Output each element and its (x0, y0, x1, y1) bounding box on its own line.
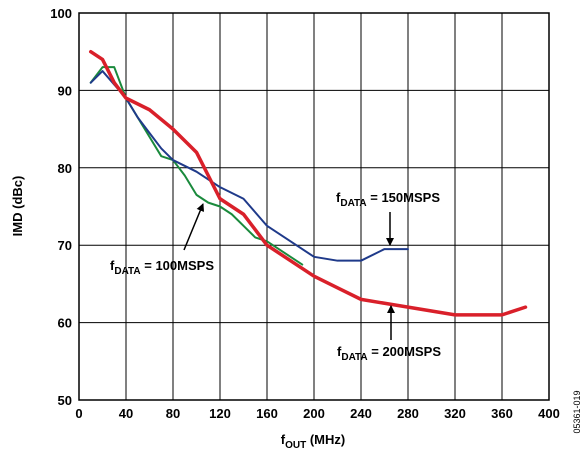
series-line-200msps (89, 49, 528, 317)
y-tick-label: 80 (58, 161, 72, 176)
y-tick-label: 100 (50, 6, 72, 21)
y-axis-title: IMD (dBc) (10, 176, 25, 237)
series-line-150msps (89, 70, 409, 262)
x-tick-label: 360 (491, 406, 513, 421)
y-tick-label: 60 (58, 316, 72, 331)
x-tick-label: 160 (256, 406, 278, 421)
x-axis-title: fOUT (MHz) (281, 432, 345, 451)
x-tick-label: 0 (75, 406, 82, 421)
y-tick-label: 50 (58, 393, 72, 408)
x-tick-label: 40 (119, 406, 133, 421)
annotation-150msps: fDATA = 150MSPS (336, 190, 440, 209)
series-line-100msps (89, 66, 304, 266)
x-tick-label: 280 (397, 406, 419, 421)
x-tick-label: 80 (166, 406, 180, 421)
annotation-100msps-arrow (183, 203, 205, 251)
annotation-100msps: fDATA = 100MSPS (110, 258, 214, 277)
annotation-200msps: fDATA = 200MSPS (337, 344, 441, 363)
grid (79, 13, 549, 400)
x-tick-label: 120 (209, 406, 231, 421)
x-tick-label: 320 (444, 406, 466, 421)
tick-labels: 0 40 80 120 160 200 240 280 320 360 400 50 60 70 80 90 1… (50, 6, 560, 421)
y-tick-label: 90 (58, 83, 72, 98)
figure-code: 05361-019 (572, 390, 582, 433)
series-lines (89, 49, 528, 317)
y-tick-label: 70 (58, 238, 72, 253)
x-tick-label: 240 (350, 406, 372, 421)
x-tick-label: 400 (538, 406, 560, 421)
x-tick-label: 200 (303, 406, 325, 421)
plot-frame (78, 12, 550, 401)
